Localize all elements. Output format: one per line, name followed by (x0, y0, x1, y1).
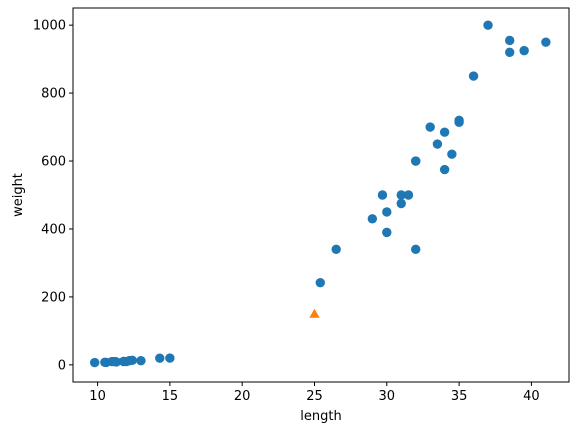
x-tick-label: 25 (306, 389, 323, 404)
y-tick-label: 200 (41, 290, 66, 305)
data-point (447, 149, 457, 159)
data-point (396, 198, 406, 209)
y-tick-label: 400 (41, 222, 66, 237)
plot-area (72, 7, 570, 383)
data-point (165, 353, 175, 363)
data-point (155, 353, 165, 363)
data-point (505, 35, 515, 46)
data-point (432, 139, 443, 149)
x-tick-label: 30 (379, 389, 396, 404)
data-point (136, 356, 146, 366)
y-axis-ticks: 0 200 400 600 800 1000 (33, 19, 73, 373)
data-point (396, 190, 406, 200)
x-axis-title: length (300, 409, 341, 424)
data-point (89, 357, 100, 368)
data-point (439, 127, 450, 137)
data-point (411, 156, 421, 166)
y-tick-label: 0 (58, 358, 66, 373)
y-tick-label: 800 (41, 87, 66, 102)
data-point (505, 47, 515, 58)
data-point (377, 190, 388, 200)
x-tick-label: 15 (162, 389, 179, 404)
data-point (315, 277, 325, 288)
y-axis-title: weight (11, 173, 26, 217)
data-point (403, 190, 414, 200)
data-point (382, 207, 392, 217)
y-tick-label: 600 (41, 155, 66, 170)
data-points (89, 20, 551, 368)
x-tick-label: 20 (234, 389, 251, 404)
data-point (483, 20, 493, 30)
data-point (519, 45, 529, 56)
x-tick-label: 10 (89, 389, 106, 404)
data-point (382, 227, 392, 238)
data-point (111, 357, 122, 367)
x-tick-label: 35 (451, 389, 468, 404)
data-point (411, 244, 421, 255)
x-axis-ticks: 10 15 20 25 30 35 40 (89, 382, 540, 404)
data-point (425, 122, 435, 132)
data-point (331, 244, 341, 255)
x-tick-label: 40 (523, 389, 540, 404)
data-point (367, 214, 378, 224)
data-point (439, 164, 450, 175)
data-point (541, 37, 551, 47)
y-tick-label: 1000 (33, 19, 66, 34)
data-point (454, 117, 464, 128)
triangle-marker (309, 308, 320, 318)
data-point (468, 71, 479, 81)
data-point (127, 355, 137, 365)
